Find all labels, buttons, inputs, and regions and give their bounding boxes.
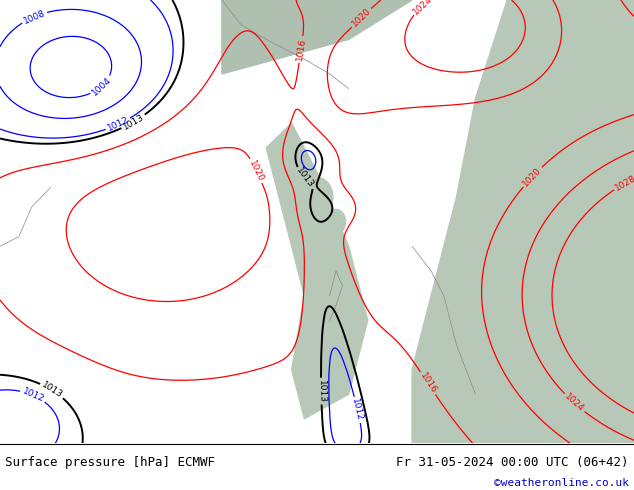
Text: 1016: 1016 xyxy=(295,37,307,61)
Text: 1013: 1013 xyxy=(121,112,146,132)
Text: 1024: 1024 xyxy=(563,392,586,414)
Text: 1020: 1020 xyxy=(350,7,373,29)
Text: 1012: 1012 xyxy=(351,398,365,422)
Ellipse shape xyxy=(301,177,333,217)
Text: 1028: 1028 xyxy=(614,173,634,193)
Text: 1013: 1013 xyxy=(40,380,64,400)
Text: 1013: 1013 xyxy=(294,166,316,190)
Text: 1012: 1012 xyxy=(106,115,131,133)
Polygon shape xyxy=(412,0,634,443)
Text: Surface pressure [hPa] ECMWF: Surface pressure [hPa] ECMWF xyxy=(5,457,215,469)
Ellipse shape xyxy=(327,209,346,234)
Text: 1024: 1024 xyxy=(411,0,434,16)
Text: 1020: 1020 xyxy=(247,159,265,183)
Polygon shape xyxy=(266,123,368,419)
Text: ©weatheronline.co.uk: ©weatheronline.co.uk xyxy=(494,478,629,488)
Text: 1013: 1013 xyxy=(316,380,326,403)
Text: 1008: 1008 xyxy=(22,8,46,25)
Text: 1004: 1004 xyxy=(90,75,113,97)
Text: 1016: 1016 xyxy=(418,371,438,395)
Polygon shape xyxy=(222,0,412,74)
Text: 1012: 1012 xyxy=(21,387,45,404)
Text: Fr 31-05-2024 00:00 UTC (06+42): Fr 31-05-2024 00:00 UTC (06+42) xyxy=(396,457,629,469)
Text: 1020: 1020 xyxy=(521,166,543,188)
